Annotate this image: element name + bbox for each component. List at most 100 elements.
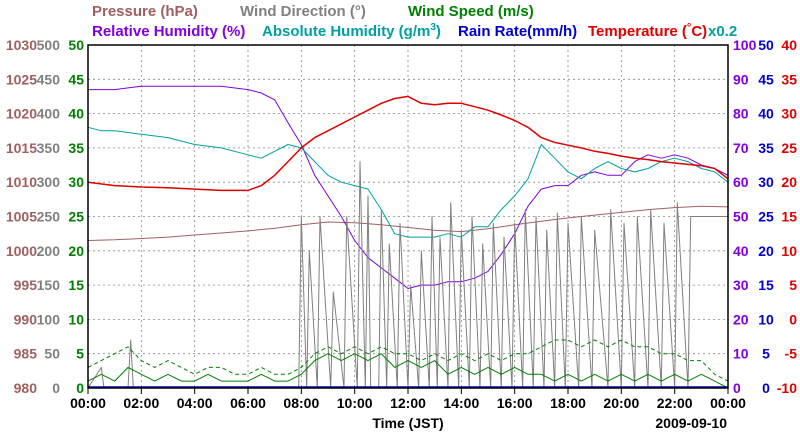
tick-label-humidity: 70 [733, 140, 749, 156]
x-tick-label: 22:00 [657, 395, 693, 411]
tick-label-wind-direction: 400 [37, 106, 61, 122]
tick-label-wind-speed: 15 [68, 277, 84, 293]
tick-label-rain-rate: 25 [758, 209, 774, 225]
tick-label-pressure: 1025 [6, 71, 37, 87]
tick-label-temperature: 25 [781, 140, 797, 156]
date-label: 2009-09-10 [655, 415, 727, 431]
tick-label-rain-rate: 30 [758, 174, 774, 190]
tick-label-pressure: 985 [14, 346, 38, 362]
tick-label-pressure: 995 [14, 277, 38, 293]
tick-label-wind-speed: 30 [68, 174, 84, 190]
tick-label-wind-direction: 500 [37, 37, 61, 53]
series-wind-direction [87, 161, 728, 389]
legend-abs-humidity-factor: x0.2 [708, 23, 737, 40]
x-tick-label: 04:00 [177, 395, 213, 411]
tick-label-humidity: 40 [733, 243, 749, 259]
tick-label-humidity: 30 [733, 277, 749, 293]
tick-label-humidity: 20 [733, 311, 749, 327]
tick-label-wind-speed: 25 [68, 209, 84, 225]
tick-label-pressure: 1030 [6, 37, 37, 53]
tick-label-humidity: 60 [733, 174, 749, 190]
series-absolute-humidity [87, 126, 729, 238]
tick-label-wind-direction: 250 [37, 209, 61, 225]
series-wind-speed [87, 353, 729, 389]
tick-label-rain-rate: 10 [758, 311, 774, 327]
x-tick-label: 20:00 [603, 395, 639, 411]
x-tick-label: 08:00 [283, 395, 319, 411]
tick-label-wind-direction: 50 [44, 346, 60, 362]
tick-label-wind-direction: 450 [37, 71, 61, 87]
x-tick-label: 06:00 [230, 395, 266, 411]
tick-label-wind-direction: 0 [52, 380, 60, 396]
tick-label-humidity: 100 [733, 37, 757, 53]
tick-label-temperature: 30 [781, 106, 797, 122]
tick-label-humidity: 90 [733, 71, 749, 87]
plot-area [87, 85, 729, 389]
x-tick-label: 12:00 [390, 395, 426, 411]
tick-label-rain-rate: 20 [758, 243, 774, 259]
tick-label-temperature: 20 [781, 174, 797, 190]
tick-label-wind-speed: 10 [68, 311, 84, 327]
legend-pressure: Pressure (hPa) [92, 3, 198, 20]
tick-label-temperature: 0 [789, 311, 797, 327]
legend-wind-direction: Wind Direction (°) [240, 3, 366, 20]
x-tick-label: 00:00 [70, 395, 106, 411]
x-tick-label: 16:00 [497, 395, 533, 411]
tick-label-pressure: 1020 [6, 106, 37, 122]
tick-label-temperature: 15 [781, 209, 797, 225]
tick-label-wind-speed: 50 [68, 37, 84, 53]
legend-rain-rate: Rain Rate(mm/h) [458, 23, 577, 40]
x-tick-label: 02:00 [123, 395, 159, 411]
tick-label-wind-speed: 0 [76, 380, 84, 396]
tick-label-pressure: 990 [14, 311, 38, 327]
series-relative-humidity [88, 85, 729, 289]
tick-label-temperature: -10 [777, 380, 797, 396]
legend-relative-humidity: Relative Humidity (%) [92, 23, 245, 40]
tick-label-humidity: 80 [733, 106, 749, 122]
tick-label-rain-rate: 45 [758, 71, 774, 87]
tick-label-pressure: 1005 [6, 209, 37, 225]
tick-label-wind-direction: 350 [37, 140, 61, 156]
series-temperature [87, 95, 729, 192]
tick-label-temperature: 10 [781, 243, 797, 259]
x-axis-label: Time (JST) [372, 415, 443, 431]
tick-label-temperature: 5 [789, 277, 797, 293]
tick-label-temperature: -5 [785, 346, 798, 362]
grid [88, 45, 728, 388]
tick-label-rain-rate: 15 [758, 277, 774, 293]
series-wind-speed-gust [87, 339, 729, 382]
x-tick-label: 00:00 [710, 395, 746, 411]
tick-label-wind-speed: 45 [68, 71, 84, 87]
tick-label-rain-rate: 5 [762, 346, 770, 362]
tick-label-wind-speed: 5 [76, 346, 84, 362]
legend-temperature: Temperature (°C) [588, 22, 707, 40]
tick-label-wind-speed: 40 [68, 106, 84, 122]
tick-label-wind-speed: 35 [68, 140, 84, 156]
tick-label-humidity: 50 [733, 209, 749, 225]
tick-label-pressure: 980 [14, 380, 38, 396]
tick-label-temperature: 40 [781, 37, 797, 53]
tick-label-humidity: 0 [733, 380, 741, 396]
tick-label-wind-direction: 100 [37, 311, 61, 327]
tick-label-wind-direction: 300 [37, 174, 61, 190]
legend-wind-speed: Wind Speed (m/s) [408, 3, 534, 20]
series-pressure [87, 205, 729, 241]
tick-label-rain-rate: 0 [762, 380, 770, 396]
legend-absolute-humidity: Absolute Humidity (g/m3) [262, 22, 441, 40]
tick-label-pressure: 1000 [6, 243, 37, 259]
left-axes: 1030102510201015101010051000995990985980… [6, 37, 84, 396]
tick-label-rain-rate: 40 [758, 106, 774, 122]
x-tick-label: 18:00 [550, 395, 586, 411]
x-tick-label: 14:00 [443, 395, 479, 411]
tick-label-pressure: 1015 [6, 140, 37, 156]
tick-label-pressure: 1010 [6, 174, 37, 190]
right-axes: 1009080706050403020100504540353025201510… [733, 37, 797, 396]
x-axis: 00:00 02:00 04:00 06:00 08:00 10:00 12:00 14:00… [70, 388, 746, 411]
tick-label-rain-rate: 50 [758, 37, 774, 53]
tick-label-rain-rate: 35 [758, 140, 774, 156]
legend: Pressure (hPa) Wind Direction (°) Wind S… [92, 3, 737, 40]
tick-label-wind-direction: 200 [37, 243, 61, 259]
tick-label-temperature: 35 [781, 71, 797, 87]
tick-label-wind-direction: 150 [37, 277, 61, 293]
